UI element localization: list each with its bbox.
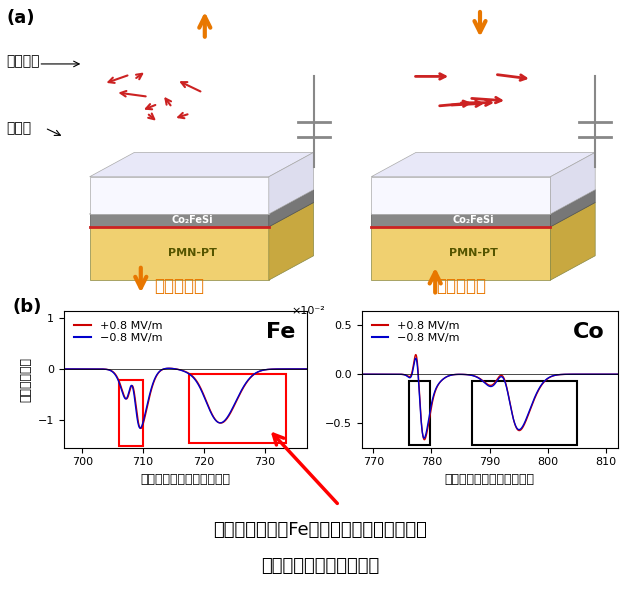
Text: 電圧印加によりFeの軌道磁気モーメントの: 電圧印加によりFeの軌道磁気モーメントの [213, 521, 427, 539]
Text: ×10⁻²: ×10⁻² [291, 306, 325, 315]
Polygon shape [269, 202, 314, 280]
Polygon shape [90, 152, 314, 177]
Text: 圧電体: 圧電体 [6, 121, 31, 135]
Text: 引張ひずみ: 引張ひずみ [154, 277, 204, 295]
Polygon shape [371, 227, 550, 280]
Bar [189, 374, 286, 443]
Polygon shape [371, 152, 595, 177]
Polygon shape [371, 202, 595, 227]
Bar [472, 381, 577, 445]
Bar [119, 380, 143, 446]
Polygon shape [371, 214, 550, 227]
X-axis label: エネルギー（電子ボルト）: エネルギー（電子ボルト） [445, 473, 534, 486]
Bar [410, 381, 429, 445]
Legend: +0.8 MV/m, −0.8 MV/m: +0.8 MV/m, −0.8 MV/m [70, 316, 166, 347]
Text: (a): (a) [6, 9, 35, 27]
Polygon shape [371, 177, 550, 214]
Text: Co: Co [573, 322, 605, 342]
Polygon shape [90, 202, 314, 227]
Polygon shape [550, 190, 595, 227]
Polygon shape [269, 152, 314, 214]
Text: 強磁性体: 強磁性体 [6, 54, 40, 68]
Polygon shape [90, 177, 269, 214]
Polygon shape [269, 190, 314, 227]
Text: PMN-PT: PMN-PT [168, 248, 216, 258]
Legend: +0.8 MV/m, −0.8 MV/m: +0.8 MV/m, −0.8 MV/m [367, 316, 464, 347]
Text: Co₂FeSi: Co₂FeSi [171, 216, 213, 225]
Polygon shape [90, 214, 269, 227]
Text: 圧縮ひずみ: 圧縮ひずみ [436, 277, 486, 295]
Polygon shape [90, 190, 314, 214]
Text: PMN-PT: PMN-PT [449, 248, 498, 258]
Text: 変化を捕えることに成功: 変化を捕えることに成功 [261, 557, 379, 576]
Polygon shape [550, 202, 595, 280]
Y-axis label: 磁気円二色性: 磁気円二色性 [19, 357, 33, 401]
Polygon shape [371, 190, 595, 214]
X-axis label: エネルギー（電子ボルト）: エネルギー（電子ボルト） [141, 473, 230, 486]
Polygon shape [550, 152, 595, 214]
Text: Co₂FeSi: Co₂FeSi [452, 216, 495, 225]
Polygon shape [90, 227, 269, 280]
Text: Fe: Fe [266, 322, 295, 342]
Text: (b): (b) [13, 298, 42, 317]
